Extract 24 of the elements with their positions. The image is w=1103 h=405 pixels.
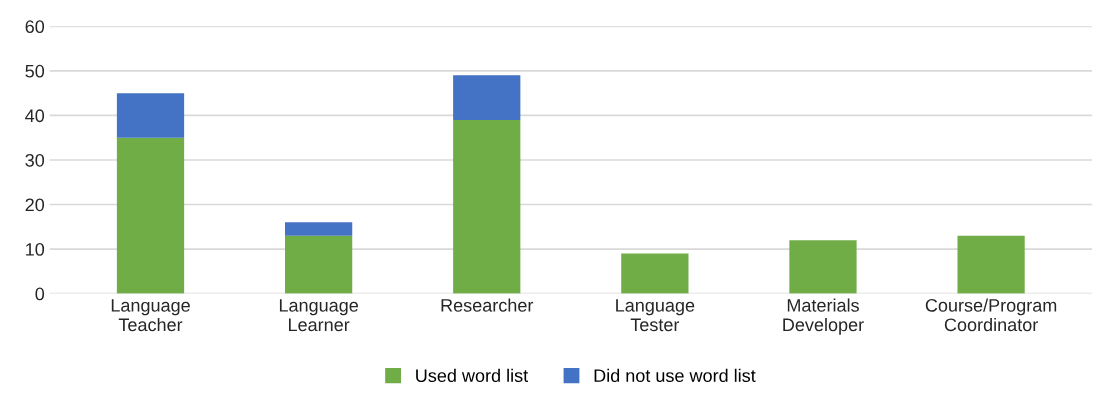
y-tick-label: 20	[25, 198, 45, 212]
x-tick-label: Language Tester	[616, 299, 695, 332]
legend-label: Used word list	[416, 368, 529, 383]
bar	[116, 93, 185, 138]
bar	[453, 119, 521, 294]
y-tick-label: 0	[35, 287, 45, 301]
x-tick-label: Language Teacher	[111, 299, 190, 332]
y-tick-label: 30	[25, 153, 45, 167]
y-tick-label: 50	[25, 64, 45, 78]
legend-label: Did not use word list	[594, 368, 756, 383]
y-tick-label: 40	[25, 109, 45, 123]
bar	[285, 235, 353, 294]
x-tick-label: Language Learner	[279, 299, 358, 332]
bar	[621, 253, 689, 294]
bar	[957, 235, 1025, 294]
y-tick-label: 60	[25, 20, 45, 34]
x-tick-label: Researcher	[441, 298, 534, 312]
x-tick-label: Course/Program Coordinator	[925, 298, 1057, 332]
bar	[789, 240, 857, 294]
bar	[285, 222, 353, 236]
bar	[116, 137, 185, 294]
x-tick-label: Materials Developer	[783, 298, 864, 335]
bar	[453, 75, 521, 120]
y-tick-label: 10	[26, 243, 45, 256]
